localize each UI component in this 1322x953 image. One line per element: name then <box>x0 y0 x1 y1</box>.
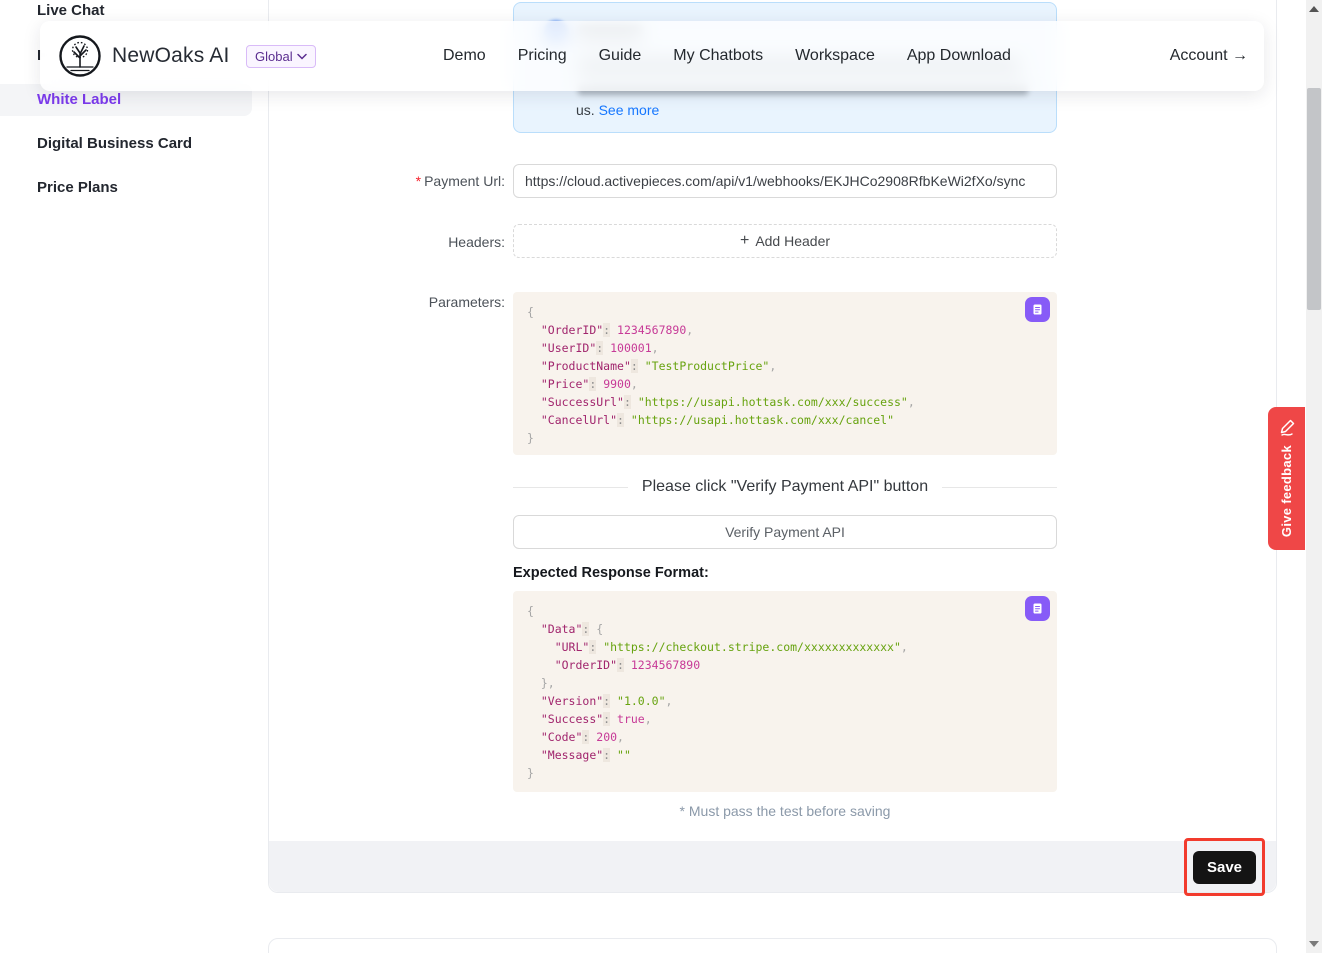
scrollbar-thumb[interactable] <box>1307 88 1321 310</box>
brand-logo-icon[interactable] <box>58 34 102 78</box>
nav-link-demo[interactable]: Demo <box>443 47 486 64</box>
nav-links: Demo Pricing Guide My Chatbots Workspace… <box>443 47 1011 65</box>
account-link[interactable]: Account → <box>1170 47 1248 65</box>
brand-name: NewOaks AI <box>112 44 230 67</box>
copy-icon[interactable] <box>1025 596 1050 621</box>
divider-line <box>513 486 628 488</box>
scroll-up-arrow-icon[interactable] <box>1309 6 1319 12</box>
arrow-right-icon: → <box>1232 47 1248 64</box>
response-json: { "Data": { "URL": "https://checkout.str… <box>527 604 908 780</box>
sidebar-item-white-label[interactable]: White Label <box>37 91 122 108</box>
headers-label: Headers: <box>448 234 505 250</box>
top-navbar: NewOaks AI Global Demo Pricing Guide My … <box>40 21 1264 91</box>
add-header-button[interactable]: + Add Header <box>513 224 1057 258</box>
feedback-label: Give feedback <box>1279 445 1294 538</box>
sidebar-item-partially-hidden[interactable]: I <box>37 48 41 64</box>
scroll-down-arrow-icon[interactable] <box>1309 941 1319 947</box>
copy-icon[interactable] <box>1025 297 1050 322</box>
region-selector[interactable]: Global <box>246 45 316 68</box>
response-code-block: { "Data": { "URL": "https://checkout.str… <box>513 591 1057 792</box>
save-button[interactable]: Save <box>1193 851 1256 884</box>
add-header-label: Add Header <box>755 233 831 249</box>
response-format-heading: Expected Response Format: <box>513 565 709 581</box>
payment-url-input[interactable] <box>513 164 1057 198</box>
must-pass-note: * Must pass the test before saving <box>679 803 891 819</box>
nav-link-workspace[interactable]: Workspace <box>795 47 875 64</box>
verify-payment-api-button[interactable]: Verify Payment API <box>513 515 1057 549</box>
nav-link-my-chatbots[interactable]: My Chatbots <box>673 47 764 64</box>
pencil-icon <box>1280 419 1294 436</box>
verify-divider: Please click "Verify Payment API" button <box>513 478 1058 496</box>
plus-icon: + <box>739 232 750 249</box>
vertical-scrollbar[interactable] <box>1306 0 1322 953</box>
nav-link-guide[interactable]: Guide <box>598 47 642 64</box>
nav-link-app-download[interactable]: App Download <box>906 47 1011 64</box>
sidebar-item-digital-business-card[interactable]: Digital Business Card <box>37 135 193 152</box>
parameters-json: { "OrderID": 1234567890, "UserID": 10000… <box>527 305 915 445</box>
verify-instruction: Please click "Verify Payment API" button <box>641 478 929 495</box>
sidebar-item-price-plans[interactable]: Price Plans <box>37 179 118 196</box>
account-label: Account <box>1169 47 1228 64</box>
reminder-tail-text: us. See more <box>576 102 659 118</box>
region-label: Global <box>255 49 293 64</box>
reminder-tail-word: us. <box>576 102 595 118</box>
chevron-down-icon <box>296 53 307 60</box>
payment-url-label: * Payment Url: <box>340 173 505 189</box>
card-footer-bar <box>269 841 1276 892</box>
give-feedback-tab[interactable]: Give feedback <box>1268 407 1305 550</box>
sidebar-item-live-chat[interactable]: Live Chat <box>37 2 105 19</box>
payment-url-label-text: Payment Url: <box>424 173 505 189</box>
see-more-link[interactable]: See more <box>598 102 660 118</box>
divider-line <box>942 486 1058 488</box>
required-asterisk: * <box>415 173 422 189</box>
parameters-label: Parameters: <box>428 294 505 310</box>
next-section-card <box>268 938 1277 953</box>
nav-link-pricing[interactable]: Pricing <box>517 47 567 64</box>
parameters-code-block: { "OrderID": 1234567890, "UserID": 10000… <box>513 292 1057 455</box>
